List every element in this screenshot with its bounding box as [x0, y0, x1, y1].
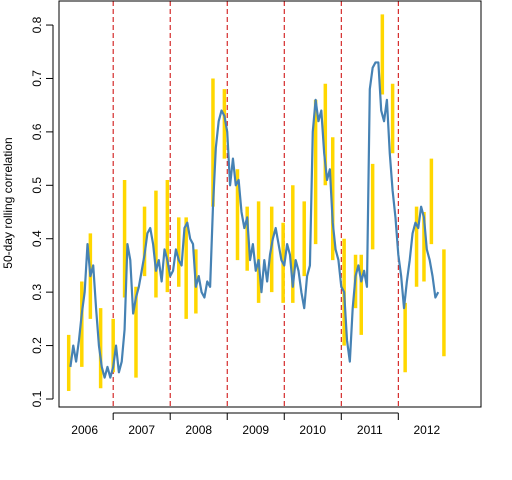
y-tick-label-0: 0.1 [30, 390, 44, 407]
x-tick-label-2010: 2010 [299, 423, 326, 437]
x-tick-label-2009: 2009 [242, 423, 269, 437]
x-axis: 2006 2007 2008 2009 2010 2011 2012 [71, 412, 440, 437]
y-axis-label: 50-day rolling correlation [1, 137, 15, 268]
correlation-line-series [69, 61, 440, 379]
y-axis: 0.1 0.2 0.3 0.4 0.5 0.6 0.7 0.8 [30, 16, 54, 407]
x-tick-label-2012: 2012 [413, 423, 440, 437]
y-tick-label-6: 0.7 [30, 70, 44, 87]
x-tick-label-2007: 2007 [128, 423, 155, 437]
y-tick-label-3: 0.4 [30, 230, 44, 247]
x-tick-label-2008: 2008 [185, 423, 212, 437]
y-tick-label-1: 0.2 [30, 337, 44, 354]
y-tick-label-2: 0.3 [30, 283, 44, 300]
y-tick-label-5: 0.6 [30, 123, 44, 140]
x-tick-label-2006: 2006 [71, 423, 98, 437]
correlation-line-0 [69, 61, 440, 379]
y-tick-label-7: 0.8 [30, 16, 44, 33]
x-tick-label-2011: 2011 [357, 423, 383, 437]
y-tick-label-4: 0.5 [30, 177, 44, 194]
plot-frame [58, 0, 482, 408]
